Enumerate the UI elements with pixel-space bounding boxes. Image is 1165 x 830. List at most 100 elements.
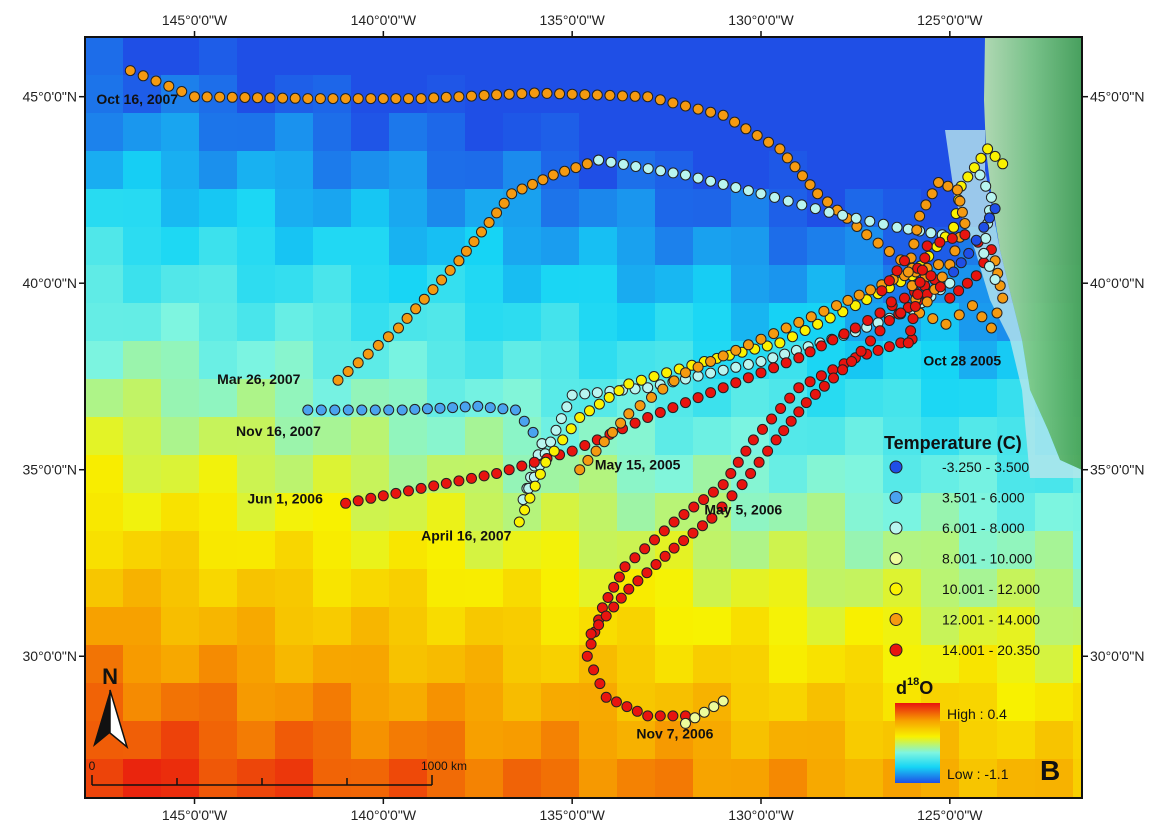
track-point — [766, 413, 778, 425]
raster-cell — [85, 265, 123, 303]
tracks-layer — [124, 65, 1009, 729]
track-point — [717, 479, 729, 491]
track-point — [706, 512, 718, 524]
raster-cell — [617, 303, 655, 341]
raster-cell — [807, 531, 845, 569]
track-point — [641, 567, 653, 579]
track-point — [944, 277, 956, 289]
raster-cell — [85, 797, 123, 798]
track-point — [428, 92, 440, 104]
track-point — [751, 130, 763, 141]
track-point — [659, 550, 671, 562]
track-point — [541, 87, 553, 99]
raster-cell — [237, 265, 275, 303]
raster-cell — [427, 607, 465, 645]
raster-cell — [617, 493, 655, 531]
track-point — [705, 367, 717, 379]
track-point — [189, 91, 200, 103]
track-point — [985, 322, 997, 334]
raster-cell — [959, 569, 997, 607]
raster-cell — [503, 379, 541, 417]
raster-cell — [389, 227, 427, 265]
track-point — [804, 346, 816, 358]
raster-cell — [503, 569, 541, 607]
track-point — [769, 191, 781, 203]
track-point — [557, 434, 569, 446]
track-point — [705, 387, 717, 399]
track-point — [579, 388, 591, 400]
raster-cell — [579, 531, 617, 569]
track-point — [865, 284, 876, 296]
raster-cell — [199, 721, 237, 759]
raster-cell — [389, 37, 427, 75]
raster-cell — [275, 683, 313, 721]
raster-cell — [845, 113, 883, 151]
raster-cell — [465, 37, 503, 75]
raster-cell — [237, 227, 275, 265]
raster-cell — [883, 75, 921, 113]
track-point — [527, 426, 539, 438]
track-point — [634, 400, 646, 412]
raster-cell — [959, 683, 997, 721]
raster-cell — [275, 493, 313, 531]
track-point — [705, 356, 717, 367]
track-point — [491, 207, 503, 219]
track-point — [498, 197, 510, 209]
raster-cell — [883, 797, 921, 798]
track-point — [342, 366, 354, 377]
raster-cell — [199, 531, 237, 569]
track-point — [503, 464, 515, 476]
track-point — [948, 266, 960, 278]
raster-cell — [807, 721, 845, 759]
raster-cell — [541, 227, 579, 265]
raster-cell — [921, 379, 959, 417]
track-point — [630, 161, 642, 172]
raster-cell — [769, 455, 807, 493]
lat-tick-label: 30°0'0"N — [23, 648, 78, 664]
track-point — [793, 382, 805, 394]
track-point — [730, 377, 742, 389]
track-point — [444, 264, 456, 276]
track-point — [605, 156, 617, 168]
track-point — [547, 169, 559, 181]
track-point — [899, 292, 910, 304]
track-point — [427, 284, 439, 296]
raster-cell — [959, 303, 997, 341]
track-point — [396, 404, 408, 416]
track-point — [383, 404, 395, 416]
track-point — [447, 402, 459, 414]
raster-cell — [655, 113, 693, 151]
raster-cell — [807, 493, 845, 531]
track-point — [570, 162, 582, 174]
raster-cell — [883, 607, 921, 645]
track-point — [891, 265, 903, 277]
track-point — [613, 571, 625, 583]
raster-cell — [161, 379, 199, 417]
raster-cell — [1035, 759, 1073, 797]
track-point — [705, 106, 717, 118]
d18o-legend: d18O High : 0.4 Low : -1.1 — [895, 676, 1009, 783]
raster-cell — [237, 417, 275, 455]
raster-cell — [959, 493, 997, 531]
raster-cell — [313, 303, 351, 341]
raster-cell — [541, 569, 579, 607]
raster-cell — [161, 683, 199, 721]
track-point — [934, 236, 946, 248]
track-point — [730, 361, 742, 373]
track-point — [600, 691, 612, 703]
track-point — [793, 406, 805, 418]
raster-cell — [427, 493, 465, 531]
track-point — [390, 487, 402, 499]
track-point — [460, 245, 472, 257]
coastline-land — [984, 37, 1082, 470]
track-point — [925, 270, 937, 282]
track-point — [692, 172, 704, 184]
raster-cell — [389, 607, 427, 645]
raster-cell — [959, 417, 997, 455]
raster-cell — [503, 797, 541, 798]
track-point — [302, 404, 314, 416]
track-point — [781, 152, 793, 164]
raster-cell — [1073, 721, 1082, 759]
track-point — [982, 143, 994, 155]
raster-cell — [351, 303, 389, 341]
